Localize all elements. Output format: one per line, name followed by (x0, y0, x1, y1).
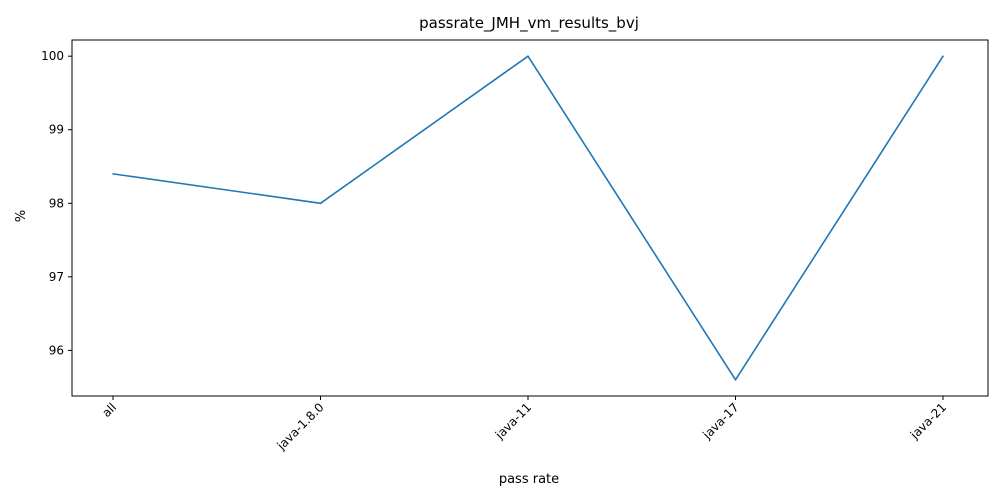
chart-title: passrate_JMH_vm_results_bvj (419, 14, 639, 33)
x-axis-label: pass rate (499, 472, 559, 487)
data-point (527, 55, 529, 57)
y-tick-label: 96 (49, 343, 64, 357)
y-axis-label: % (14, 210, 29, 222)
plot-frame (71, 39, 989, 397)
x-tick-label: java-11 (492, 400, 534, 442)
series-layer (112, 55, 944, 381)
data-point (112, 173, 114, 175)
data-point (942, 55, 944, 57)
plot-area: 96 97 98 99 100 all java-1.8.0 java-11 java-17 j… (41, 39, 989, 453)
x-tick-label: java-17 (699, 400, 741, 442)
y-tick-label: 99 (49, 123, 64, 137)
x-axis: all java-1.8.0 java-11 java-17 java-21 (99, 396, 949, 453)
y-tick-label: 100 (41, 49, 64, 63)
series-line-0 (112, 55, 944, 381)
x-tick-label: all (99, 400, 119, 420)
y-tick-label: 97 (49, 270, 64, 284)
data-point (734, 379, 737, 381)
y-axis: 96 97 98 99 100 (41, 49, 72, 357)
x-tick-label: java-21 (907, 400, 949, 442)
y-tick-label: 98 (49, 196, 64, 210)
data-point (319, 202, 322, 205)
x-tick-label: java-1.8.0 (274, 400, 327, 453)
